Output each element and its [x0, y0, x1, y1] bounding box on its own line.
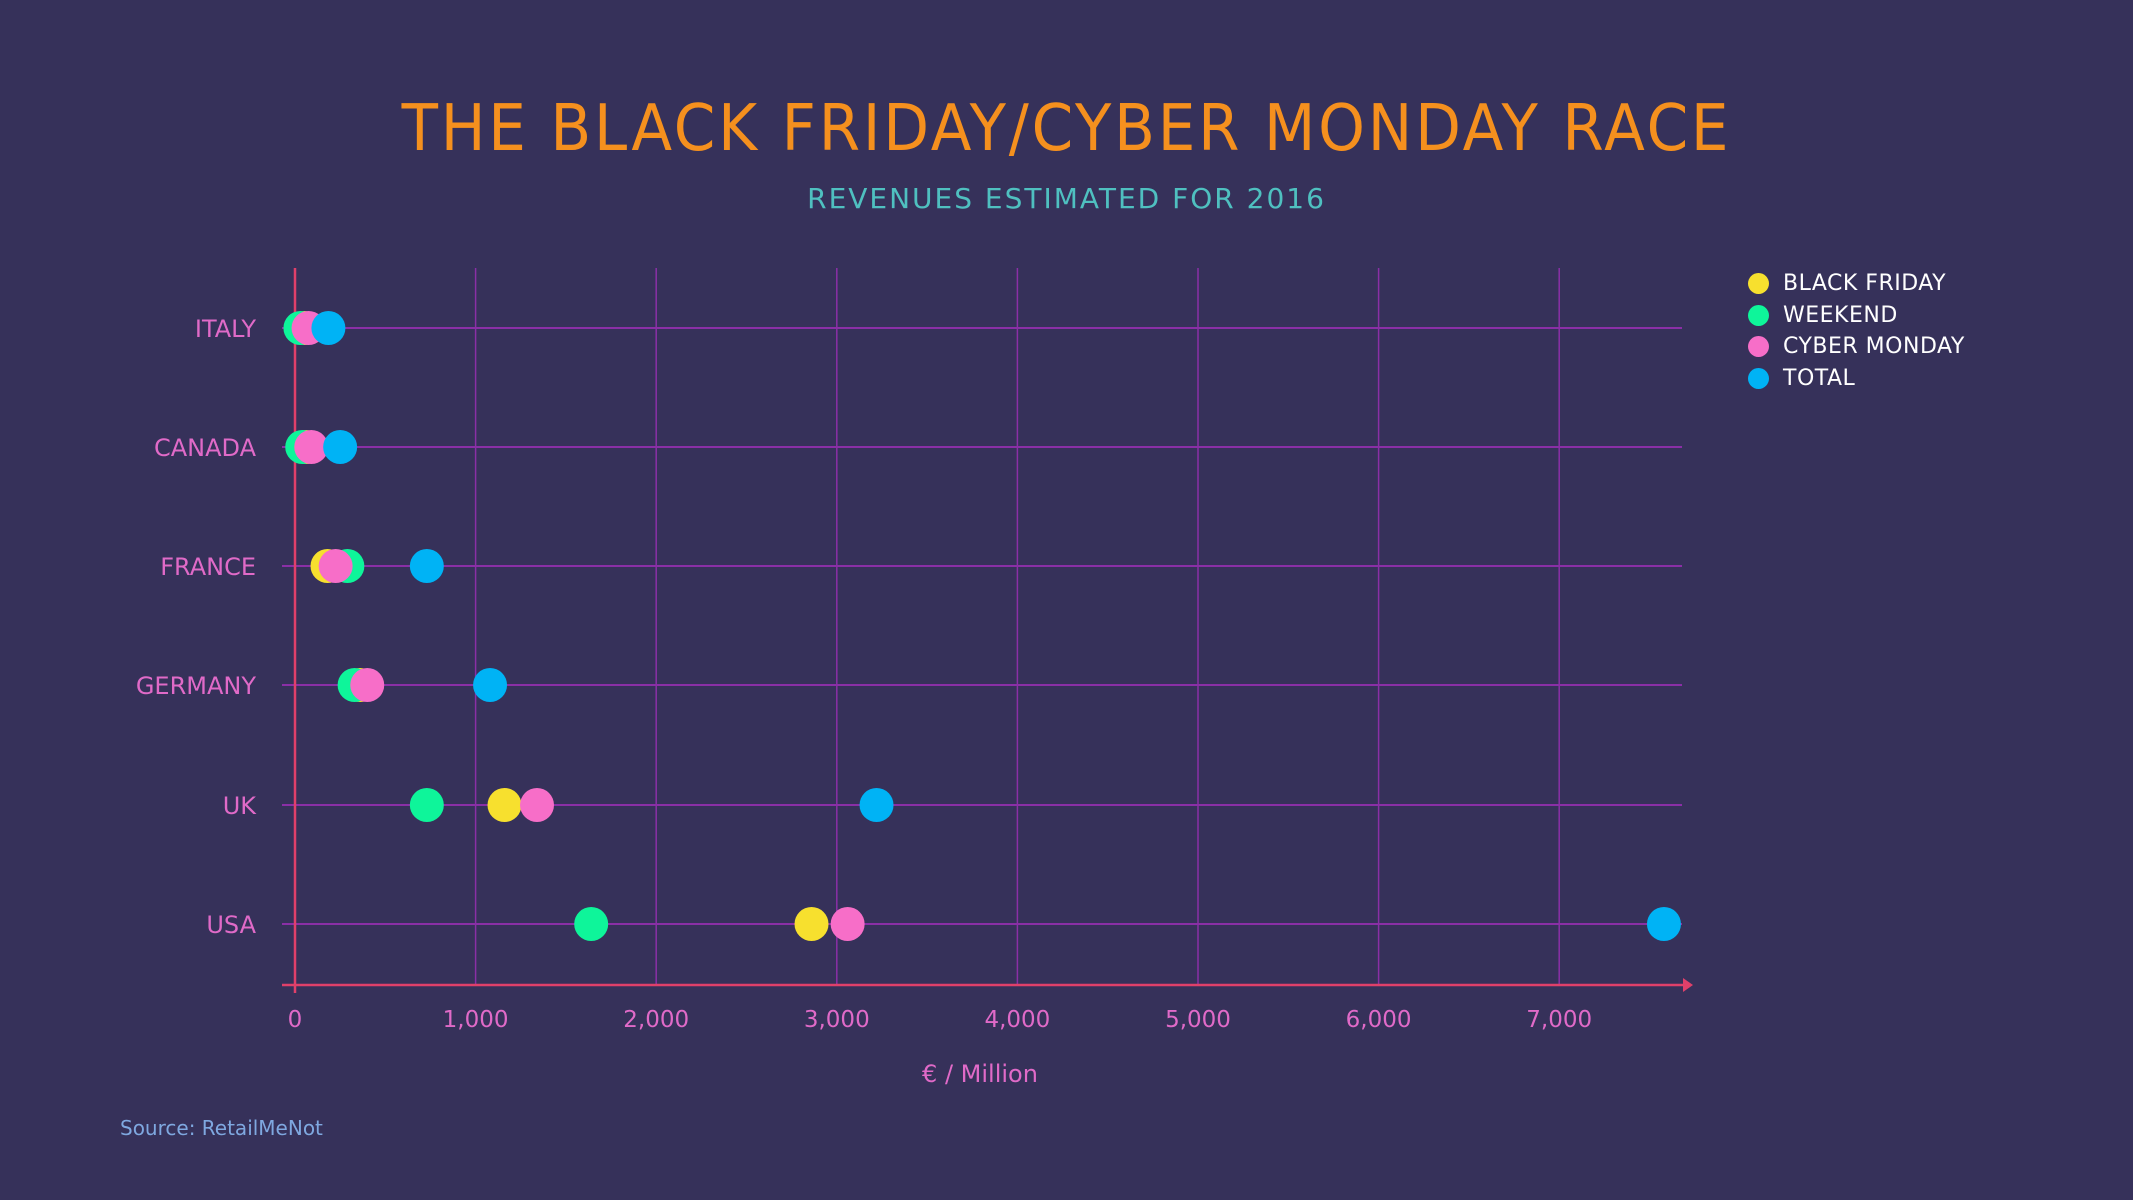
x-axis-label: € / Million — [922, 1060, 1038, 1088]
chart-subtitle: REVENUES ESTIMATED FOR 2016 — [807, 182, 1326, 215]
legend: BLACK FRIDAY WEEKEND CYBER MONDAY TOTAL — [1748, 268, 1965, 394]
data-point-dot — [794, 907, 829, 941]
y-tick-label: ITALY — [195, 315, 256, 343]
x-tick-label: 2,000 — [623, 1007, 689, 1033]
legend-dot-icon — [1748, 273, 1769, 295]
y-tick-label: FRANCE — [160, 553, 256, 581]
data-point-dot — [830, 907, 865, 941]
y-tick-label: USA — [206, 911, 256, 939]
x-tick-label: 3,000 — [804, 1007, 870, 1033]
legend-item-black-friday: BLACK FRIDAY — [1748, 268, 1965, 300]
x-tick-label: 0 — [288, 1007, 303, 1033]
x-tick-label: 1,000 — [443, 1007, 509, 1033]
data-point-dot — [318, 549, 353, 583]
data-point-dot — [294, 430, 329, 464]
data-point-dot — [409, 549, 444, 583]
legend-label: WEEKEND — [1783, 302, 1898, 328]
legend-dot-icon — [1748, 367, 1769, 389]
x-axis-arrow-icon — [1683, 978, 1693, 992]
x-tick-label: 5,000 — [1165, 1007, 1231, 1033]
legend-dot-icon — [1748, 336, 1769, 358]
y-tick-label: CANADA — [154, 434, 257, 462]
x-tick-label: 6,000 — [1346, 1007, 1412, 1033]
y-tick-label: UK — [223, 792, 258, 820]
legend-item-cyber-monday: CYBER MONDAY — [1748, 331, 1965, 363]
x-tick-label: 4,000 — [984, 1007, 1050, 1033]
data-point-dot — [409, 788, 444, 822]
data-point-dot — [1646, 907, 1681, 941]
legend-label: BLACK FRIDAY — [1783, 271, 1947, 297]
chart-title: THE BLACK FRIDAY/CYBER MONDAY RACE — [401, 92, 1732, 166]
data-point-dot — [487, 788, 522, 822]
y-tick-label: GERMANY — [136, 672, 257, 700]
data-point-dot — [311, 311, 346, 345]
x-tick-label: 7,000 — [1526, 1007, 1592, 1033]
data-point-dot — [520, 788, 555, 822]
legend-item-total: TOTAL — [1748, 363, 1965, 395]
data-point-dot — [323, 430, 358, 464]
legend-label: TOTAL — [1783, 365, 1856, 391]
data-point-dot — [350, 668, 385, 702]
data-point-dot — [473, 668, 508, 702]
legend-dot-icon — [1748, 304, 1769, 326]
data-point-dot — [574, 907, 609, 941]
data-point-dot — [859, 788, 894, 822]
source-note: Source: RetailMeNot — [120, 1116, 323, 1140]
legend-label: CYBER MONDAY — [1783, 334, 1965, 360]
legend-item-weekend: WEEKEND — [1748, 300, 1965, 332]
